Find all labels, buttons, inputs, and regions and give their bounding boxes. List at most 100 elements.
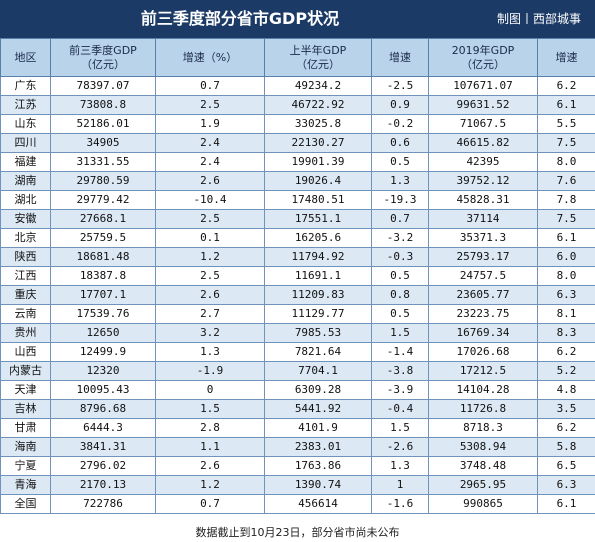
region-cell: 吉林 <box>0 399 51 419</box>
value-cell: 0.1 <box>155 228 265 248</box>
value-cell: 99631.52 <box>428 95 538 115</box>
value-cell: 6.3 <box>537 285 595 305</box>
table-header-row: 地区 前三季度GDP （亿元） 增速（%） 上半年GDP （亿元） 增速 2019年GDP （亿… <box>0 38 595 77</box>
value-cell: -1.4 <box>371 342 429 362</box>
table-row: 甘肃 6444.3 2.8 4101.9 1.5 8718.3 6.2 <box>0 418 595 438</box>
value-cell: 42395 <box>428 152 538 172</box>
value-cell: 0.8 <box>371 285 429 305</box>
value-cell: 1763.86 <box>264 456 372 476</box>
table-row: 北京 25759.5 0.1 16205.6 -3.2 35371.3 6.1 <box>0 228 595 248</box>
value-cell: 14104.28 <box>428 380 538 400</box>
table-row: 宁夏 2796.02 2.6 1763.86 1.3 3748.48 6.5 <box>0 456 595 476</box>
value-cell: 456614 <box>264 494 372 514</box>
value-cell: 11794.92 <box>264 247 372 267</box>
value-cell: 2965.95 <box>428 475 538 495</box>
table-row: 云南 17539.76 2.7 11129.77 0.5 23223.75 8.1 <box>0 304 595 324</box>
value-cell: -2.6 <box>371 437 429 457</box>
region-cell: 海南 <box>0 437 51 457</box>
value-cell: 17026.68 <box>428 342 538 362</box>
value-cell: 2.6 <box>155 456 265 476</box>
value-cell: 6.1 <box>537 95 595 115</box>
value-cell: 6444.3 <box>50 418 156 438</box>
value-cell: -0.3 <box>371 247 429 267</box>
table-row: 重庆 17707.1 2.6 11209.83 0.8 23605.77 6.3 <box>0 285 595 305</box>
value-cell: 1.3 <box>371 171 429 191</box>
value-cell: 11726.8 <box>428 399 538 419</box>
value-cell: 0.7 <box>155 494 265 514</box>
region-cell: 山西 <box>0 342 51 362</box>
credit-label: 制图丨西部城事 <box>496 12 581 26</box>
value-cell: 0.5 <box>371 304 429 324</box>
value-cell: 0.5 <box>371 266 429 286</box>
value-cell: 10095.43 <box>50 380 156 400</box>
value-cell: 1.1 <box>155 437 265 457</box>
region-cell: 宁夏 <box>0 456 51 476</box>
value-cell: 25759.5 <box>50 228 156 248</box>
value-cell: 1.2 <box>155 475 265 495</box>
table-row: 贵州 12650 3.2 7985.53 1.5 16769.34 8.3 <box>0 323 595 343</box>
value-cell: -3.8 <box>371 361 429 381</box>
value-cell: 78397.07 <box>50 76 156 96</box>
region-cell: 重庆 <box>0 285 51 305</box>
value-cell: 3748.48 <box>428 456 538 476</box>
value-cell: -19.3 <box>371 190 429 210</box>
column-header: 增速（%） <box>155 38 265 77</box>
value-cell: 2.7 <box>155 304 265 324</box>
region-cell: 陕西 <box>0 247 51 267</box>
region-cell: 四川 <box>0 133 51 153</box>
value-cell: 2.4 <box>155 152 265 172</box>
value-cell: -1.9 <box>155 361 265 381</box>
value-cell: 1.5 <box>371 323 429 343</box>
table-row: 天津 10095.43 0 6309.28 -3.9 14104.28 4.8 <box>0 380 595 400</box>
value-cell: 5.8 <box>537 437 595 457</box>
value-cell: 35371.3 <box>428 228 538 248</box>
column-header: 上半年GDP （亿元） <box>264 38 372 77</box>
value-cell: 1.9 <box>155 114 265 134</box>
value-cell: 22130.27 <box>264 133 372 153</box>
table-row: 江苏 73808.8 2.5 46722.92 0.9 99631.52 6.1 <box>0 95 595 115</box>
table-row: 江西 18387.8 2.5 11691.1 0.5 24757.5 8.0 <box>0 266 595 286</box>
region-cell: 甘肃 <box>0 418 51 438</box>
value-cell: -0.2 <box>371 114 429 134</box>
column-header: 2019年GDP （亿元） <box>428 38 538 77</box>
value-cell: 29780.59 <box>50 171 156 191</box>
table-row: 内蒙古 12320 -1.9 7704.1 -3.8 17212.5 5.2 <box>0 361 595 381</box>
region-cell: 内蒙古 <box>0 361 51 381</box>
value-cell: 1 <box>371 475 429 495</box>
value-cell: 11129.77 <box>264 304 372 324</box>
region-cell: 福建 <box>0 152 51 172</box>
value-cell: 1390.74 <box>264 475 372 495</box>
column-header-label: 上半年GDP <box>289 43 347 57</box>
column-header-label: 增速（%） <box>182 50 238 64</box>
value-cell: -10.4 <box>155 190 265 210</box>
region-cell: 天津 <box>0 380 51 400</box>
table-row: 山西 12499.9 1.3 7821.64 -1.4 17026.68 6.2 <box>0 342 595 362</box>
value-cell: 7.5 <box>537 133 595 153</box>
value-cell: 7.6 <box>537 171 595 191</box>
value-cell: 1.3 <box>371 456 429 476</box>
value-cell: 8718.3 <box>428 418 538 438</box>
value-cell: 11209.83 <box>264 285 372 305</box>
region-cell: 贵州 <box>0 323 51 343</box>
table-row: 青海 2170.13 1.2 1390.74 1 2965.95 6.3 <box>0 475 595 495</box>
value-cell: 5441.92 <box>264 399 372 419</box>
value-cell: 27668.1 <box>50 209 156 229</box>
value-cell: 37114 <box>428 209 538 229</box>
value-cell: 52186.01 <box>50 114 156 134</box>
value-cell: 4.8 <box>537 380 595 400</box>
region-cell: 江西 <box>0 266 51 286</box>
value-cell: 1.3 <box>155 342 265 362</box>
region-cell: 云南 <box>0 304 51 324</box>
value-cell: 7985.53 <box>264 323 372 343</box>
value-cell: 5.2 <box>537 361 595 381</box>
value-cell: 6.0 <box>537 247 595 267</box>
value-cell: 0.7 <box>371 209 429 229</box>
value-cell: 6.5 <box>537 456 595 476</box>
value-cell: 8796.68 <box>50 399 156 419</box>
value-cell: 7.5 <box>537 209 595 229</box>
value-cell: 2.5 <box>155 95 265 115</box>
table-row: 四川 34905 2.4 22130.27 0.6 46615.82 7.5 <box>0 133 595 153</box>
value-cell: 2.4 <box>155 133 265 153</box>
value-cell: 2.6 <box>155 285 265 305</box>
region-cell: 山东 <box>0 114 51 134</box>
